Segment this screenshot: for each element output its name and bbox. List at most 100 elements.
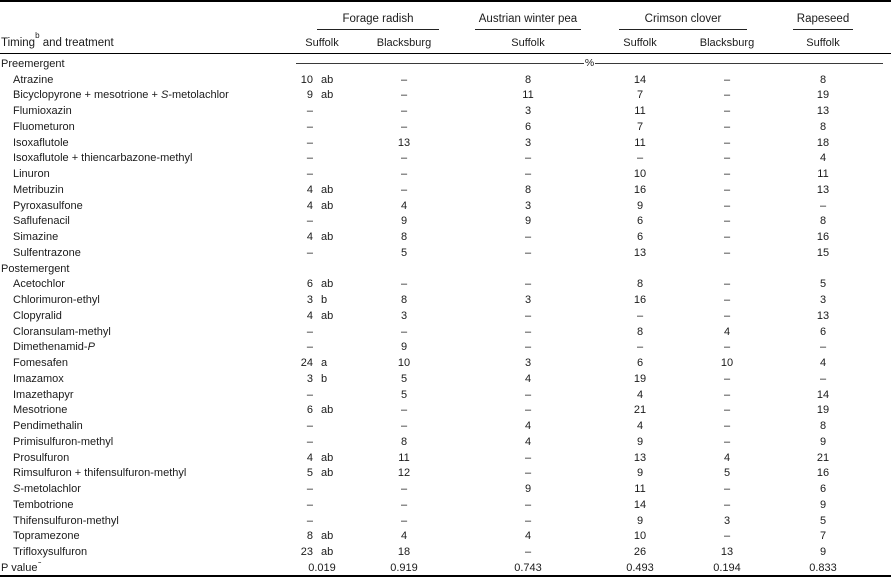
cell-rapeseed-suffolk: 13 bbox=[816, 309, 830, 322]
cell-forage-radish-blacksburg: 12 bbox=[397, 467, 411, 480]
cell-forage-radish-blacksburg: – bbox=[400, 498, 408, 511]
cell-value: 10 bbox=[300, 73, 313, 86]
cell-forage-radish-blacksburg: – bbox=[400, 483, 408, 496]
table-row: Linuron – – – 10 – 11 bbox=[0, 166, 891, 182]
table-row: Isoxaflutole – 13 3 11 – 18 bbox=[0, 135, 891, 151]
treatment-name: Prosulfuron bbox=[13, 451, 70, 464]
cell-crimson-clover-blacksburg: – bbox=[723, 246, 731, 259]
significance-letter: ab bbox=[321, 199, 334, 212]
cell-crimson-clover-blacksburg: – bbox=[723, 309, 731, 322]
units-rule-line bbox=[296, 63, 584, 65]
cell-awp-suffolk: 3 bbox=[524, 105, 532, 118]
table-row: Isoxaflutole + thiencarbazone-methyl – – – –… bbox=[0, 151, 891, 167]
col-group-label: Austrian winter pea bbox=[474, 12, 582, 30]
cell-awp-suffolk: – bbox=[524, 278, 532, 291]
cell-rapeseed-suffolk: 15 bbox=[816, 246, 830, 259]
col-group-label: Crimson clover bbox=[618, 12, 748, 30]
cell-awp-suffolk: 8 bbox=[524, 183, 532, 196]
cell-forage-radish-suffolk: – bbox=[296, 247, 348, 259]
cell-rapeseed-suffolk: 21 bbox=[816, 451, 830, 464]
table-row: Pendimethalin – – 4 4 – 8 bbox=[0, 418, 891, 434]
cell-value: 3 bbox=[306, 372, 313, 385]
cell-forage-radish-blacksburg: 9 bbox=[400, 341, 408, 354]
units-rule-line bbox=[595, 63, 883, 65]
cell-awp-suffolk: – bbox=[524, 404, 532, 417]
cell-value: 3 bbox=[306, 294, 313, 307]
treatment-name: S-metolachlor bbox=[13, 483, 81, 496]
cell-forage-radish-suffolk: 6 ab bbox=[296, 278, 348, 290]
cell-crimson-clover-suffolk: 16 bbox=[633, 183, 647, 196]
cell-crimson-clover-suffolk: 4 bbox=[636, 388, 644, 401]
cell-forage-radish-suffolk: 9 ab bbox=[296, 89, 348, 101]
cell-forage-radish-blacksburg: 13 bbox=[397, 136, 411, 149]
cell-rapeseed-suffolk: 6 bbox=[819, 483, 827, 496]
cell-awp-suffolk: 8 bbox=[524, 73, 532, 86]
table-row: Cloransulam-methyl – – – 8 4 6 bbox=[0, 324, 891, 340]
cell-awp-suffolk: – bbox=[524, 467, 532, 480]
cell-value: – bbox=[306, 325, 313, 338]
table-row: Trifloxysulfuron 23 ab 18 – 26 13 9 bbox=[0, 544, 891, 560]
cell-crimson-clover-suffolk: 10 bbox=[633, 530, 647, 543]
cell-value: – bbox=[306, 152, 313, 165]
cell-awp-suffolk: – bbox=[524, 498, 532, 511]
cell-crimson-clover-blacksburg: – bbox=[723, 120, 731, 133]
cell-rapeseed-suffolk: 16 bbox=[816, 467, 830, 480]
p-value-cell: 0.493 bbox=[626, 561, 654, 574]
cell-value: – bbox=[306, 136, 313, 149]
cell-rapeseed-suffolk: 9 bbox=[819, 546, 827, 559]
cell-crimson-clover-blacksburg: 3 bbox=[723, 514, 731, 527]
cell-forage-radish-blacksburg: 8 bbox=[400, 435, 408, 448]
significance-letter: ab bbox=[321, 530, 334, 543]
p-value-cell: 0.833 bbox=[809, 561, 837, 574]
cell-value: 9 bbox=[306, 89, 313, 102]
table-row: Sulfentrazone – 5 – 13 – 15 bbox=[0, 245, 891, 261]
cell-rapeseed-suffolk: 9 bbox=[819, 435, 827, 448]
cell-crimson-clover-blacksburg: – bbox=[723, 231, 731, 244]
cell-rapeseed-suffolk: 9 bbox=[819, 498, 827, 511]
cell-crimson-clover-blacksburg: – bbox=[723, 483, 731, 496]
cell-crimson-clover-blacksburg: – bbox=[723, 168, 731, 181]
cell-value: 4 bbox=[306, 183, 313, 196]
cell-awp-suffolk: – bbox=[524, 168, 532, 181]
cell-awp-suffolk: 4 bbox=[524, 420, 532, 433]
cell-forage-radish-blacksburg: 4 bbox=[400, 530, 408, 543]
cell-forage-radish-blacksburg: 4 bbox=[400, 199, 408, 212]
significance-letter: ab bbox=[321, 231, 334, 244]
cell-forage-radish-suffolk: – bbox=[296, 341, 348, 353]
table-row: Fomesafen 24 a 10 3 6 10 4 bbox=[0, 355, 891, 371]
table-row: S-metolachlor – – 9 11 – 6 bbox=[0, 481, 891, 497]
p-value-cell: 0.919 bbox=[390, 561, 418, 574]
cell-crimson-clover-suffolk: 7 bbox=[636, 89, 644, 102]
cell-crimson-clover-suffolk: 6 bbox=[636, 357, 644, 370]
cell-value: – bbox=[306, 483, 313, 496]
cell-forage-radish-blacksburg: – bbox=[400, 105, 408, 118]
cell-forage-radish-suffolk: – bbox=[296, 483, 348, 495]
treatment-name: Acetochlor bbox=[13, 278, 65, 291]
cell-forage-radish-suffolk: 4 ab bbox=[296, 184, 348, 196]
cell-rapeseed-suffolk: 3 bbox=[819, 294, 827, 307]
table-row: Acetochlor 6 ab – – 8 – 5 bbox=[0, 277, 891, 293]
significance-letter: ab bbox=[321, 278, 334, 291]
cell-rapeseed-suffolk: 13 bbox=[816, 183, 830, 196]
cell-forage-radish-blacksburg: – bbox=[400, 183, 408, 196]
cell-crimson-clover-suffolk: 6 bbox=[636, 215, 644, 228]
cell-value: 6 bbox=[306, 404, 313, 417]
treatment-name: Chlorimuron-ethyl bbox=[13, 294, 100, 307]
treatment-name: Saflufenacil bbox=[13, 215, 70, 228]
table-row: Prosulfuron 4 ab 11 – 13 4 21 bbox=[0, 450, 891, 466]
cell-crimson-clover-suffolk: 26 bbox=[633, 546, 647, 559]
cell-value: – bbox=[306, 498, 313, 511]
treatment-name: Trifloxysulfuron bbox=[13, 546, 88, 559]
cell-rapeseed-suffolk: 18 bbox=[816, 136, 830, 149]
cell-forage-radish-suffolk: 4 ab bbox=[296, 452, 348, 464]
treatment-name: Primisulfuron-methyl bbox=[13, 435, 114, 448]
cell-value: – bbox=[306, 120, 313, 133]
cell-forage-radish-blacksburg: 8 bbox=[400, 294, 408, 307]
cell-crimson-clover-suffolk: 9 bbox=[636, 435, 644, 448]
section-label: Postemergent bbox=[1, 262, 70, 275]
table-row: Fluometuron – – 6 7 – 8 bbox=[0, 119, 891, 135]
cell-rapeseed-suffolk: 4 bbox=[819, 357, 827, 370]
subcol-forage-radish-suffolk: Suffolk bbox=[305, 37, 339, 49]
cell-forage-radish-suffolk: – bbox=[296, 436, 348, 448]
cell-forage-radish-blacksburg: 18 bbox=[397, 546, 411, 559]
